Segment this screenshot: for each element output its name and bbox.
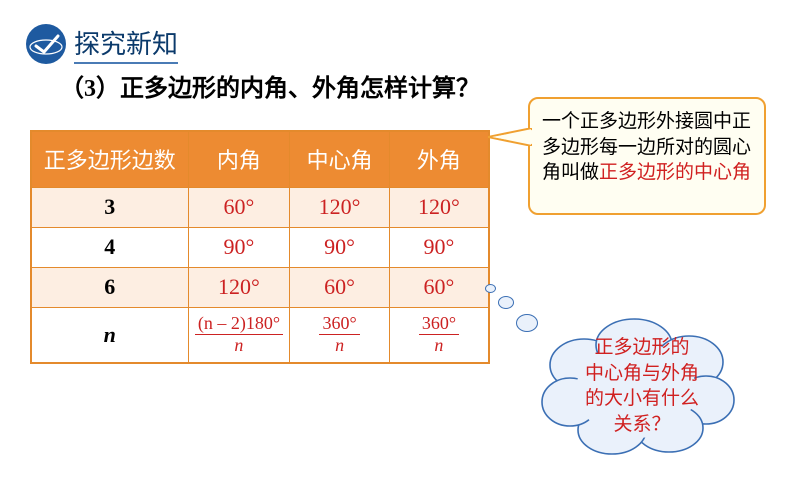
cell-exterior: 90°: [389, 227, 489, 267]
thought-bubble-3: [485, 284, 496, 293]
thought-bubble-2: [498, 296, 514, 309]
table-row: 490°90°90°: [31, 227, 489, 267]
cell-central: 90°: [290, 227, 390, 267]
cell-central: 120°: [290, 187, 390, 227]
section-title: 探究新知: [74, 24, 178, 64]
cell-central: 360°n: [290, 307, 390, 363]
cell-interior: 90°: [188, 227, 290, 267]
cell-sides: 4: [31, 227, 188, 267]
thought-bubble-1: [516, 314, 538, 332]
table-row: n(n – 2)180°n360°n360°n: [31, 307, 489, 363]
polygon-table: 正多边形边数 内角 中心角 外角 360°120°120°490°90°90°6…: [30, 130, 490, 364]
cell-exterior: 360°n: [389, 307, 489, 363]
cell-sides: n: [31, 307, 188, 363]
table-row: 6120°60°60°: [31, 267, 489, 307]
col-central: 中心角: [290, 131, 390, 187]
cell-central: 60°: [290, 267, 390, 307]
cell-interior: 120°: [188, 267, 290, 307]
col-sides: 正多边形边数: [31, 131, 188, 187]
table-row: 360°120°120°: [31, 187, 489, 227]
cell-sides: 6: [31, 267, 188, 307]
cell-interior: (n – 2)180°n: [188, 307, 290, 363]
cell-exterior: 120°: [389, 187, 489, 227]
cell-exterior: 60°: [389, 267, 489, 307]
callout-highlight: 正多边形的中心角: [599, 162, 751, 183]
cloud-question: 正多边形的 中心角与外角 的大小有什么 关系？: [562, 335, 722, 438]
definition-callout: 一个正多边形外接圆中正多边形每一边所对的圆心角叫做正多边形的中心角: [528, 97, 766, 215]
question-text: （3）正多边形的内角、外角怎样计算？: [60, 68, 480, 103]
col-exterior: 外角: [389, 131, 489, 187]
callout-pointer: [488, 128, 532, 146]
logo-icon: [24, 22, 68, 66]
section-header: 探究新知: [24, 22, 178, 66]
col-interior: 内角: [188, 131, 290, 187]
cell-sides: 3: [31, 187, 188, 227]
cell-interior: 60°: [188, 187, 290, 227]
